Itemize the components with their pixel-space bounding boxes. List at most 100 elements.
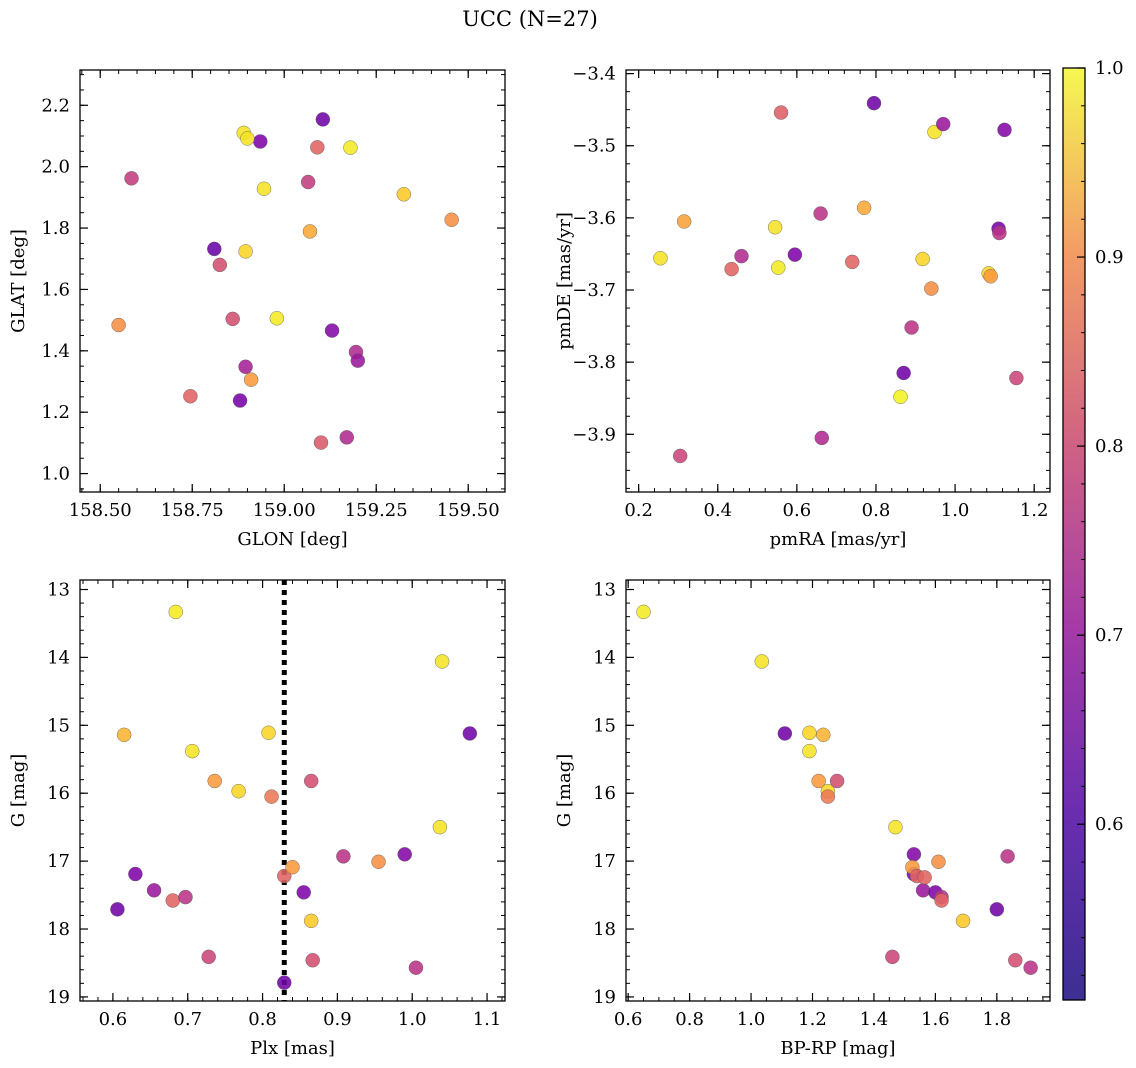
x-tick-label: 0.4 bbox=[703, 500, 732, 521]
y-axis-label: G [mag] bbox=[554, 754, 575, 827]
y-tick-label: −3.9 bbox=[572, 424, 616, 445]
scatter-point bbox=[434, 654, 450, 669]
y-tick-label: 1.2 bbox=[41, 402, 70, 423]
scatter-point bbox=[896, 365, 911, 381]
scatter-point bbox=[813, 206, 828, 221]
scatter-point bbox=[906, 847, 922, 862]
y-tick-label: 14 bbox=[47, 647, 70, 668]
y-tick-label: 17 bbox=[593, 851, 616, 872]
y-tick-label: 19 bbox=[47, 987, 70, 1008]
scatter-point bbox=[343, 140, 358, 155]
x-tick-label: 158.75 bbox=[161, 500, 224, 521]
scatter-panel-bprp-g: 0.6 0.8 1.0 1.2 1.4 1.6 1.8 13 14 15 16 17 18 19 BP-RP… bbox=[554, 579, 1051, 1059]
scatter-point bbox=[264, 789, 279, 804]
scatter-point bbox=[432, 819, 448, 835]
scatter-point bbox=[240, 131, 255, 146]
scatter-point bbox=[802, 743, 817, 759]
y-tick-label: 13 bbox=[47, 580, 70, 601]
scatter-point bbox=[866, 95, 882, 111]
scatter-point bbox=[277, 975, 292, 990]
scatter-point bbox=[653, 251, 668, 266]
y-tick-label: 17 bbox=[47, 851, 70, 872]
colorbar-tick-label: 1.0 bbox=[1095, 58, 1124, 79]
axes-frame bbox=[625, 69, 1051, 493]
scatter-point bbox=[324, 323, 340, 338]
scatter-point bbox=[253, 134, 268, 149]
scatter-point bbox=[110, 902, 125, 917]
scatter-point bbox=[676, 214, 692, 229]
scatter-point bbox=[934, 893, 949, 908]
scatter-point bbox=[146, 883, 162, 898]
x-tick-label: 0.8 bbox=[675, 1009, 704, 1030]
scatter-point bbox=[672, 448, 688, 464]
y-tick-label: 2.0 bbox=[41, 157, 70, 178]
y-tick-label: 14 bbox=[593, 647, 616, 668]
scatter-point bbox=[997, 122, 1012, 138]
y-tick-label: −3.5 bbox=[572, 136, 616, 157]
scatter-point bbox=[304, 913, 319, 929]
scatter-point bbox=[811, 773, 826, 789]
scatter-point bbox=[243, 372, 259, 387]
scatter-point bbox=[1009, 370, 1024, 386]
axes-frame bbox=[625, 579, 1051, 1002]
scatter-point bbox=[1008, 953, 1023, 968]
y-tick-label: −3.4 bbox=[572, 64, 616, 85]
colorbar-tick-label: 0.7 bbox=[1095, 625, 1124, 646]
scatter-point bbox=[336, 849, 351, 864]
y-tick-label: 19 bbox=[593, 987, 616, 1008]
x-tick-label: 1.6 bbox=[921, 1009, 950, 1030]
scatter-point bbox=[269, 311, 285, 326]
x-tick-label: 1.8 bbox=[983, 1009, 1012, 1030]
scatter-point bbox=[1000, 849, 1015, 864]
scatter-point bbox=[885, 949, 900, 965]
x-axis-label: pmRA [mas/yr] bbox=[770, 529, 907, 550]
x-axis-label: BP-RP [mag] bbox=[780, 1038, 895, 1059]
colorbar-tick-label: 0.9 bbox=[1095, 247, 1124, 268]
scatter-point bbox=[238, 359, 253, 374]
scatter-point bbox=[917, 870, 932, 885]
colorbar-gradient bbox=[1062, 67, 1086, 1001]
scatter-point bbox=[339, 430, 354, 445]
scatter-point bbox=[924, 281, 939, 296]
scatter-point bbox=[371, 854, 386, 869]
y-tick-label: 18 bbox=[593, 919, 616, 940]
y-tick-label: 1.0 bbox=[41, 464, 70, 485]
scatter-point bbox=[185, 743, 200, 759]
scatter-point bbox=[207, 241, 222, 257]
scatter-point bbox=[207, 773, 222, 789]
scatter-point bbox=[116, 727, 132, 743]
x-tick-label: 0.2 bbox=[624, 500, 653, 521]
scatter-point bbox=[767, 220, 783, 235]
scatter-point bbox=[183, 389, 198, 404]
x-axis-label: GLON [deg] bbox=[237, 529, 347, 550]
x-tick-label: 0.8 bbox=[248, 1009, 277, 1030]
x-axis-label: Plx [mas] bbox=[250, 1038, 335, 1059]
figure-title: UCC (N=27) bbox=[462, 7, 598, 31]
x-tick-label: 158.50 bbox=[69, 500, 132, 521]
scatter-point bbox=[845, 254, 860, 270]
scatter-point bbox=[636, 604, 651, 620]
scatter-point bbox=[315, 112, 331, 127]
x-tick-label: 0.8 bbox=[862, 500, 891, 521]
scatter-point bbox=[408, 960, 424, 975]
scatter-point bbox=[238, 244, 253, 259]
scatter-point bbox=[931, 854, 946, 869]
y-axis-label: G [mag] bbox=[8, 754, 29, 827]
x-tick-label: 1.0 bbox=[398, 1009, 427, 1030]
scatter-point bbox=[734, 248, 749, 264]
scatter-point bbox=[773, 105, 789, 120]
x-tick-label: 0.7 bbox=[173, 1009, 202, 1030]
x-tick-label: 159.50 bbox=[437, 500, 500, 521]
y-tick-label: 15 bbox=[593, 715, 616, 736]
scatter-point bbox=[904, 320, 919, 335]
scatter-panel-glon-glat: 158.50 158.75 159.00 159.25 159.50 1.0 1.2 1.4 1… bbox=[8, 69, 506, 550]
x-tick-label: 0.6 bbox=[614, 1009, 643, 1030]
scatter-point bbox=[231, 783, 246, 799]
scatter-point bbox=[816, 727, 831, 743]
scatter-point bbox=[310, 140, 325, 155]
x-tick-label: 1.2 bbox=[798, 1009, 827, 1030]
x-tick-label: 0.6 bbox=[783, 500, 812, 521]
scatter-point bbox=[856, 200, 872, 215]
scatter-point bbox=[724, 261, 739, 277]
